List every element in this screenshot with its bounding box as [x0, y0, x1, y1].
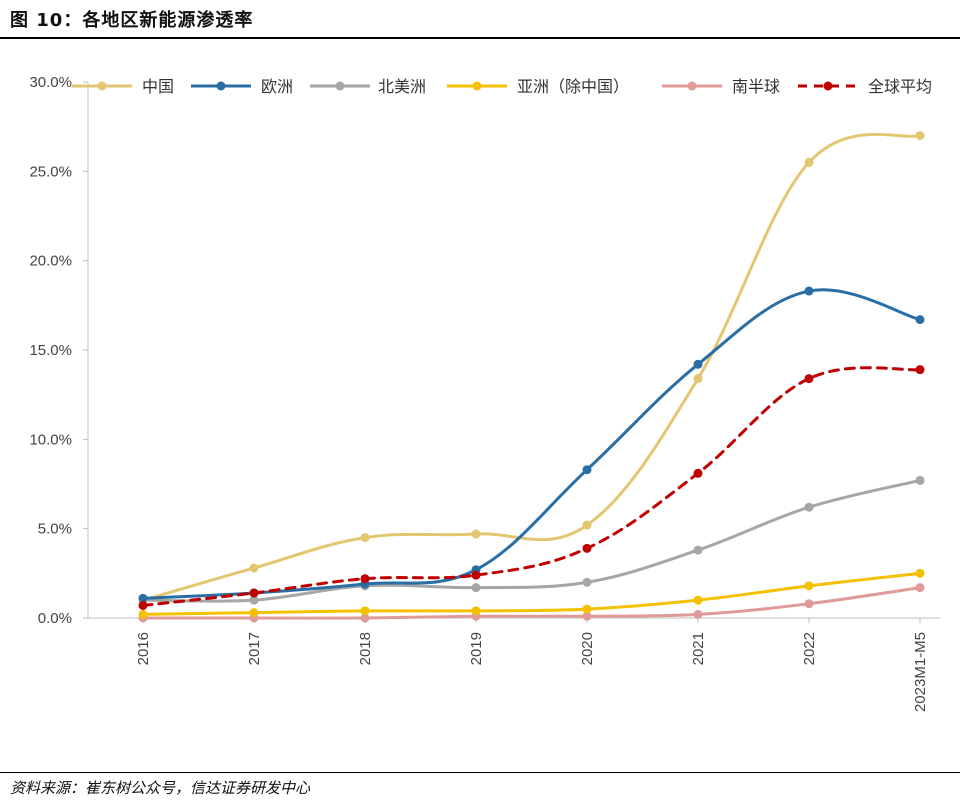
data-point [915, 315, 925, 325]
data-point [804, 502, 814, 512]
legend-swatch-marker [472, 81, 482, 91]
data-point [471, 583, 481, 593]
data-point [915, 365, 925, 375]
data-point [360, 606, 370, 616]
y-tick-label: 25.0% [29, 163, 72, 180]
series-line [141, 586, 922, 620]
data-point [582, 577, 592, 587]
legend-swatch-marker [687, 81, 697, 91]
data-point [804, 599, 814, 609]
legend-entry: 南半球 [662, 77, 780, 96]
legend-label: 中国 [142, 77, 174, 96]
legend-label: 全球平均 [868, 77, 932, 96]
data-point [693, 468, 703, 478]
series-line [141, 478, 922, 603]
legend-entry: 北美洲 [310, 77, 426, 96]
series-layer [138, 131, 925, 623]
data-point [249, 563, 259, 573]
data-point [249, 608, 259, 618]
data-point [915, 568, 925, 578]
figure-title: 图 10：各地区新能源渗透率 [10, 10, 254, 31]
series-5 [138, 365, 925, 610]
data-point [582, 604, 592, 614]
data-point [915, 131, 925, 141]
data-point [693, 359, 703, 369]
legend-swatch-marker [823, 81, 833, 91]
data-point [138, 600, 148, 610]
legend-entry: 亚洲（除中国） [447, 77, 629, 96]
series-line [141, 571, 922, 616]
data-point [138, 593, 148, 603]
legend-swatch-marker [216, 81, 226, 91]
legend-swatch-marker [335, 81, 345, 91]
data-point [471, 606, 481, 616]
series-line [141, 132, 922, 602]
legend: 中国 欧洲 北美洲 亚洲（除中国） 南半球 全球平均 [72, 77, 932, 96]
top-rule [0, 37, 960, 39]
data-point [693, 595, 703, 605]
series-line [141, 288, 922, 600]
x-tick-label: 2016 [135, 632, 152, 665]
data-point [582, 465, 592, 475]
data-point [138, 609, 148, 619]
legend-entry: 中国 [72, 77, 174, 96]
legend-label: 北美洲 [378, 77, 426, 96]
legend-label: 欧洲 [261, 77, 293, 96]
series-1 [138, 286, 925, 603]
data-point [582, 611, 592, 621]
line-chart: 0.0% 5.0% 10.0% 15.0% 20.0% 25.0% 30.0% 2016 201… [29, 74, 940, 712]
data-point [360, 613, 370, 623]
y-tick-label: 30.0% [29, 74, 72, 91]
legend-entry: 欧洲 [191, 77, 293, 96]
x-tick-label: 2017 [246, 632, 263, 665]
y-tick-label: 10.0% [29, 431, 72, 448]
legend-entry: 全球平均 [798, 77, 932, 96]
x-tick-label: 2021 [690, 632, 707, 665]
data-point [693, 545, 703, 555]
series-line [141, 366, 922, 607]
data-point [249, 588, 259, 598]
y-tick-label: 0.0% [38, 610, 72, 627]
data-point [915, 583, 925, 593]
x-tick-label: 2022 [801, 632, 818, 665]
data-point [360, 574, 370, 584]
data-point [582, 543, 592, 553]
data-point [804, 581, 814, 591]
data-point [804, 157, 814, 167]
x-tick-label: 2019 [468, 632, 485, 665]
bottom-rule [0, 772, 960, 773]
series-4 [138, 583, 925, 623]
data-point [360, 533, 370, 543]
data-point [693, 374, 703, 384]
x-tick-label: 2020 [579, 632, 596, 665]
legend-label: 南半球 [732, 77, 780, 96]
data-point [693, 609, 703, 619]
source-note: 资料来源：崔东树公众号，信达证券研发中心 [10, 779, 311, 797]
x-tick-label: 2023M1-M5 [912, 632, 929, 712]
data-point [471, 570, 481, 580]
data-point [804, 374, 814, 384]
axes: 0.0% 5.0% 10.0% 15.0% 20.0% 25.0% 30.0% 2016 201… [29, 74, 940, 712]
y-tick-label: 5.0% [38, 521, 72, 538]
data-point [582, 520, 592, 530]
y-tick-label: 15.0% [29, 342, 72, 359]
legend-label: 亚洲（除中国） [517, 77, 629, 96]
data-point [804, 286, 814, 296]
series-3 [138, 568, 925, 619]
data-point [471, 529, 481, 539]
series-0 [138, 131, 925, 605]
legend-swatch-marker [97, 81, 107, 91]
x-tick-label: 2018 [357, 632, 374, 665]
data-point [915, 475, 925, 485]
y-tick-label: 20.0% [29, 253, 72, 270]
data-point [249, 595, 259, 605]
